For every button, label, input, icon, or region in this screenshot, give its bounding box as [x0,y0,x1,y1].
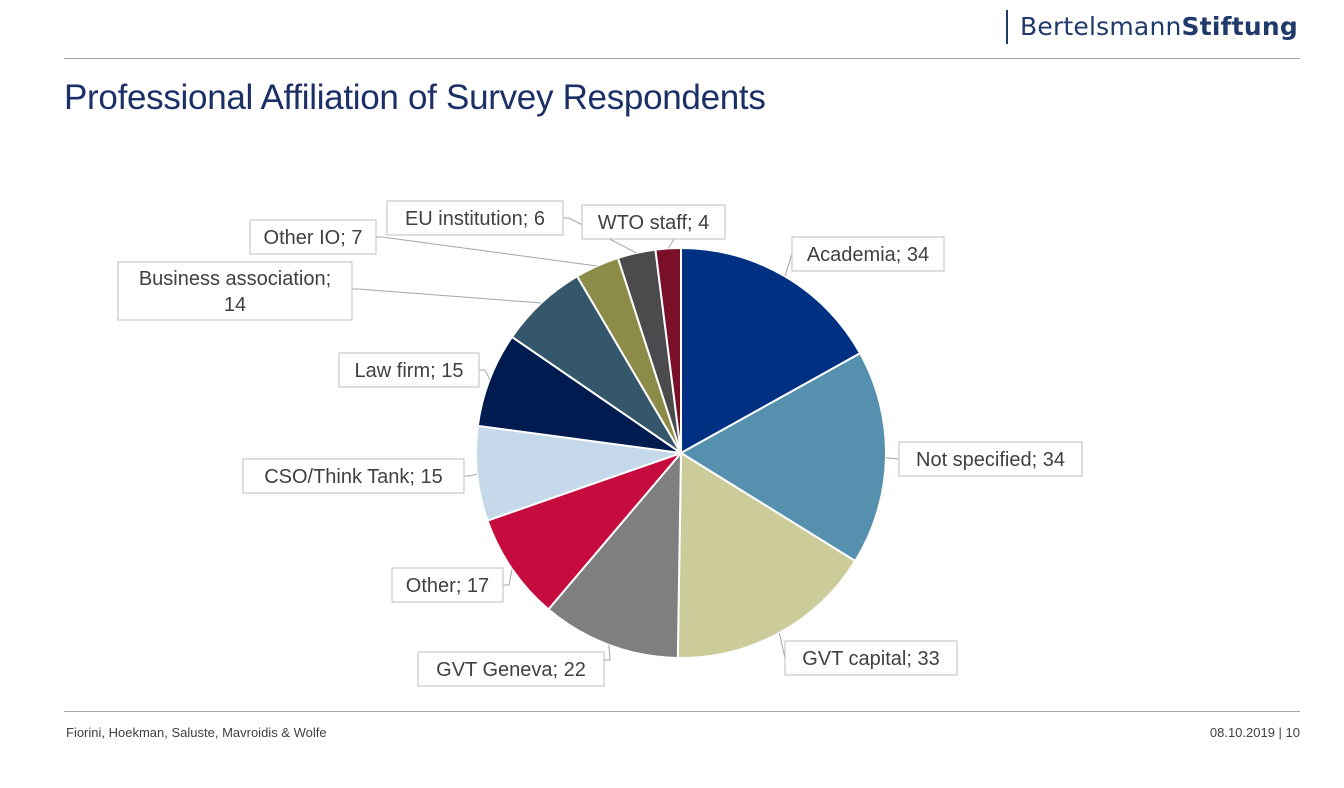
data-label-box-eu-institution [386,200,564,236]
data-label-law-firm: Law firm; 15 [355,360,464,382]
leader-lines [352,217,900,661]
data-label-other-io: Other IO; 7 [264,227,363,249]
leader-line-wto-staff [667,238,675,249]
pie-slice-not-specified [679,351,887,563]
pie-slice-wto-staff [654,246,682,454]
leader-line-other [503,568,513,586]
pie-slice-academia [680,246,862,455]
pie-slice-cso-think-tank [475,424,682,522]
data-label-box-not-specified [898,441,1083,477]
data-label-eu-institution: EU institution; 6 [405,208,545,230]
leader-line-not-specified [885,457,900,460]
pie-slice-law-firm [476,335,682,454]
pie-chart: Academia; 34 Not specified; 34 GVT capital… [117,200,1083,687]
leader-line-gvt-capital [778,632,786,659]
leader-line-other-io [376,236,598,267]
data-label-box-law-firm [338,352,480,388]
leader-line-eu-institution [563,217,637,254]
data-label-gvt-geneva: GVT Geneva; 22 [436,659,586,681]
leader-line-gvt-geneva [604,644,611,661]
data-label-box-academia [791,236,945,272]
data-label-box-cso-think-tank [242,458,465,494]
pie-slice-gvt-geneva [547,450,683,659]
data-label-wto-staff: WTO staff; 4 [598,212,710,234]
data-label-gvt-capital: GVT capital; 33 [802,648,939,670]
leader-line-academia [784,253,793,277]
leader-line-cso-think-tank [464,473,478,477]
leader-line-business-association [352,288,542,304]
footer-authors: Fiorini, Hoekman, Saluste, Mavroidis & W… [66,725,327,740]
brand-logo-part2: Stiftung [1181,12,1298,41]
pie-slice-gvt-capital [676,451,857,659]
data-labels: Academia; 34 Not specified; 34 GVT capital… [117,200,1083,687]
data-label-academia: Academia; 34 [807,244,929,266]
header-divider [64,58,1300,59]
pie-slices [475,246,887,659]
data-label-box-gvt-geneva [417,651,605,687]
brand-logo-part1: Bertelsmann [1020,12,1182,41]
data-label-box-other [391,567,504,603]
data-label-box-gvt-capital [784,640,958,676]
data-label-other: Other; 17 [406,575,489,597]
data-label-not-specified: Not specified; 34 [916,449,1065,471]
footer-divider [64,711,1300,712]
data-label-cso-think-tank: CSO/Think Tank; 15 [264,466,443,488]
brand-logo: BertelsmannStiftung [1006,10,1298,44]
footer-date-page: 08.10.2019 | 10 [1209,725,1300,740]
data-label-box-other-io [249,219,377,255]
data-label-business-association: Business association; 14 [139,268,331,316]
leader-line-law-firm [479,369,491,380]
data-label-box-business-association [117,261,353,321]
slide-title: Professional Affiliation of Survey Respo… [64,78,766,117]
data-label-box-wto-staff [581,204,726,240]
